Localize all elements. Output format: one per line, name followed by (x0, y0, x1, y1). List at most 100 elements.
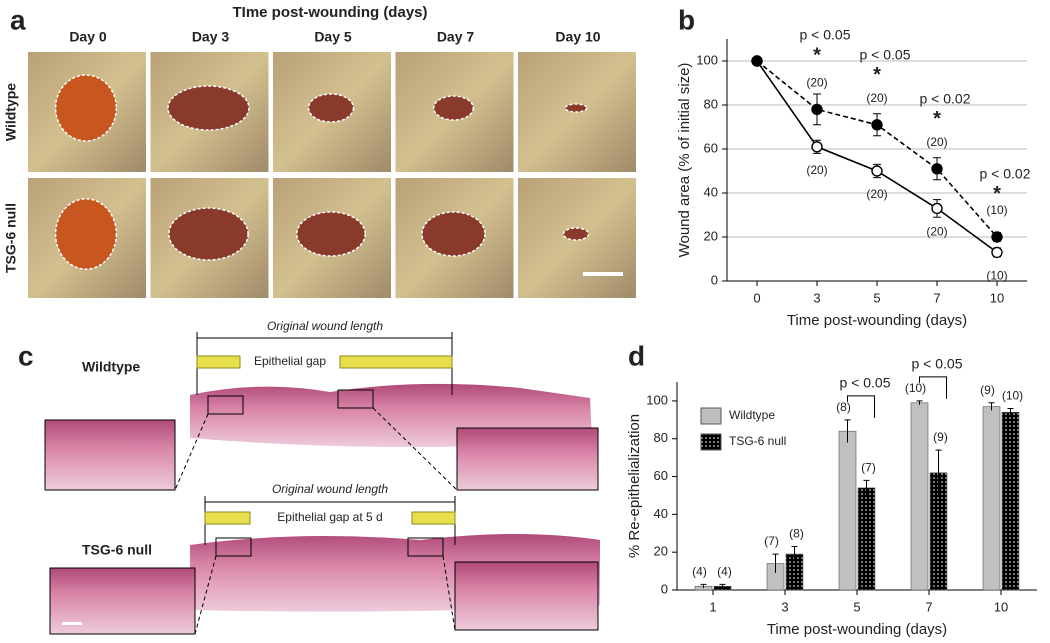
n-label: (7) (764, 534, 779, 548)
x-tick-label: 1 (709, 599, 716, 614)
y-axis-label: Wound area (% of initial size) (676, 63, 693, 258)
x-tick-label: 5 (853, 599, 860, 614)
n-label: (10) (986, 269, 1007, 283)
wound (168, 207, 249, 261)
connector (442, 555, 456, 631)
wound (307, 93, 355, 123)
star: * (873, 64, 881, 86)
wound (296, 211, 366, 257)
y-tick-label: 0 (711, 272, 718, 287)
p-value: p < 0.02 (920, 91, 971, 107)
x-axis-label: Time post-wounding (days) (767, 621, 947, 638)
bar (838, 430, 857, 591)
error-bar (1007, 407, 1014, 417)
y-tick-label: 20 (654, 544, 668, 559)
row-label: Wildtype (3, 83, 19, 141)
inset-box (215, 537, 252, 557)
y-tick-label: 40 (654, 506, 668, 521)
error-bar (863, 479, 870, 496)
panel-letter: a (10, 4, 26, 35)
column-label: Day 0 (69, 29, 107, 45)
x-tick-label: 5 (873, 290, 880, 305)
y-tick-label: 60 (704, 140, 718, 155)
n-label: (20) (926, 135, 947, 149)
panel-letter: b (678, 4, 695, 35)
bar (857, 487, 876, 591)
wound (54, 74, 118, 142)
marker (811, 141, 823, 153)
inset (454, 561, 599, 631)
wound (564, 103, 588, 113)
inset-box (337, 389, 374, 409)
legend-label: Wildtype (729, 408, 775, 422)
marker (871, 119, 883, 131)
y-tick-label: 40 (704, 184, 718, 199)
connector (372, 407, 458, 491)
error-bar (791, 546, 798, 562)
marker (931, 202, 943, 215)
n-label: (10) (905, 381, 926, 395)
span-label: Original wound length (272, 482, 388, 496)
histology (44, 332, 600, 635)
x-axis-label: Time post-wounding (days) (787, 312, 967, 329)
n-label: (4) (717, 564, 732, 578)
x-tick-label: 7 (933, 290, 940, 305)
section-label: Wildtype (82, 359, 140, 375)
n-label: (10) (986, 203, 1007, 217)
legend-label: TSG-6 null (729, 434, 786, 448)
error-bar (772, 553, 779, 573)
error-bar (700, 583, 707, 589)
bracket (847, 395, 875, 418)
p-value: p < 0.05 (840, 375, 891, 391)
wound (432, 95, 475, 121)
n-label: (9) (933, 430, 948, 444)
scale-bar (583, 272, 623, 276)
inset (456, 427, 599, 491)
n-label: (4) (692, 564, 707, 578)
n-label: (20) (866, 187, 887, 201)
gap-bar (339, 355, 453, 369)
span-label: Original wound length (267, 319, 383, 333)
row-label: TSG-6 null (3, 203, 19, 273)
marker (751, 55, 763, 67)
marker (811, 103, 823, 116)
n-label: (7) (861, 460, 876, 474)
n-label: (20) (866, 91, 887, 105)
gap-bar (204, 511, 251, 525)
wound (421, 211, 486, 257)
p-value: p < 0.05 (800, 27, 851, 43)
p-value: p < 0.05 (860, 47, 911, 63)
inset (44, 419, 176, 491)
wound (562, 227, 590, 241)
n-label: (9) (980, 383, 995, 397)
gap-label: Epithelial gap at 5 d (277, 510, 382, 524)
legend-swatch (700, 407, 722, 425)
marker (991, 231, 1003, 243)
marker (931, 163, 943, 175)
bracket (919, 376, 947, 399)
error-bar (916, 400, 923, 405)
marker (991, 246, 1003, 259)
wound (167, 85, 250, 131)
error-bar (844, 419, 851, 443)
n-label: (8) (789, 527, 804, 541)
column-label: Day 7 (437, 29, 475, 45)
x-tick-label: 0 (753, 290, 760, 305)
error-bar (988, 402, 995, 411)
p-value: p < 0.05 (912, 356, 963, 372)
x-tick-label: 3 (813, 290, 820, 305)
x-tick-label: 10 (994, 599, 1008, 614)
scale-bar (62, 622, 82, 625)
x-tick-label: 10 (990, 290, 1004, 305)
inset-box (407, 537, 444, 557)
bar (1001, 411, 1020, 591)
error-bar (719, 583, 726, 589)
panel-letter: d (628, 340, 645, 371)
gap-bar (196, 355, 241, 369)
y-tick-label: 100 (646, 392, 668, 407)
gap-label: Epithelial gap (254, 354, 326, 368)
y-tick-label: 100 (696, 52, 718, 67)
section-label: TSG-6 null (82, 542, 152, 558)
marker (871, 165, 883, 177)
x-tick-label: 3 (781, 599, 788, 614)
